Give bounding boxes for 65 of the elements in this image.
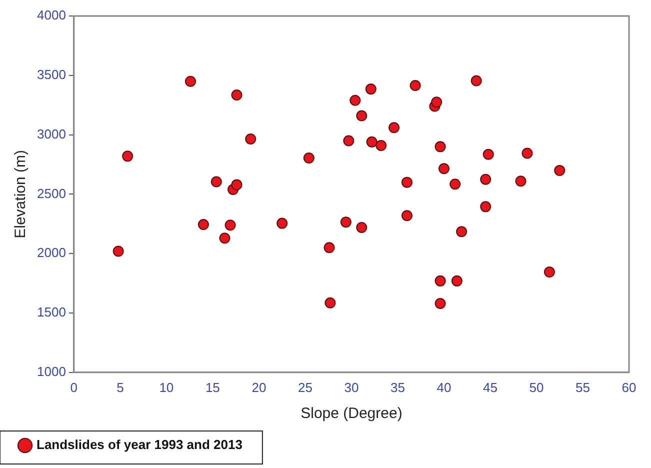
point xyxy=(450,178,461,190)
y-tick-label: 2000 xyxy=(37,245,66,260)
point xyxy=(112,246,124,257)
point xyxy=(219,232,230,244)
x-tick-label: 45 xyxy=(482,380,498,395)
point xyxy=(224,220,236,231)
point xyxy=(231,179,242,190)
point xyxy=(434,141,446,152)
x-tick-label: 55 xyxy=(576,380,590,395)
point xyxy=(324,242,335,254)
point xyxy=(438,163,450,174)
point xyxy=(515,176,526,187)
point xyxy=(303,152,314,164)
point xyxy=(401,176,412,188)
point xyxy=(343,135,354,146)
point xyxy=(366,136,378,148)
point xyxy=(434,275,446,286)
point xyxy=(210,176,222,188)
point xyxy=(184,76,196,87)
point xyxy=(350,94,361,106)
x-tick-label: 25 xyxy=(298,380,312,395)
y-axis-title: Elevation (m) xyxy=(12,150,30,238)
point xyxy=(554,164,566,176)
point xyxy=(480,174,492,185)
x-tick-label: 15 xyxy=(205,380,220,395)
point xyxy=(456,226,468,238)
legend-label: Landslides of year 1993 and 2013 xyxy=(36,437,242,452)
y-tick-label: 3000 xyxy=(37,126,66,142)
point xyxy=(245,133,256,144)
x-axis-title: Slope (Degree) xyxy=(300,405,402,422)
point xyxy=(198,218,209,230)
point xyxy=(410,80,421,91)
x-tick-label: 30 xyxy=(344,380,359,395)
point xyxy=(401,210,412,222)
point xyxy=(276,218,288,229)
point xyxy=(522,148,533,159)
y-tick-label: 1500 xyxy=(37,304,66,320)
x-tick-label: 60 xyxy=(622,380,636,395)
x-tick-label: 50 xyxy=(529,380,544,395)
point xyxy=(340,216,352,228)
point xyxy=(470,75,482,86)
point xyxy=(365,84,376,95)
point xyxy=(356,110,368,122)
x-tick-label: 20 xyxy=(252,380,266,395)
point xyxy=(482,148,494,160)
point xyxy=(324,297,336,308)
y-tick-label: 1000 xyxy=(37,364,66,379)
point xyxy=(231,90,242,100)
point xyxy=(434,298,446,309)
point xyxy=(544,266,555,278)
point xyxy=(388,122,400,134)
x-tick-label: 5 xyxy=(116,380,124,395)
x-tick-label: 40 xyxy=(436,380,452,395)
x-tick-label: 0 xyxy=(70,380,78,395)
x-tick-label: 35 xyxy=(390,380,405,395)
y-tick-label: 2500 xyxy=(37,186,66,201)
point xyxy=(451,275,462,286)
point xyxy=(431,96,442,108)
point xyxy=(480,201,492,212)
y-tick-label: 3500 xyxy=(37,66,66,82)
y-tick-label: 4000 xyxy=(37,8,66,23)
point xyxy=(122,150,134,162)
x-tick-label: 10 xyxy=(159,380,174,395)
point xyxy=(376,140,387,151)
point xyxy=(356,222,368,233)
